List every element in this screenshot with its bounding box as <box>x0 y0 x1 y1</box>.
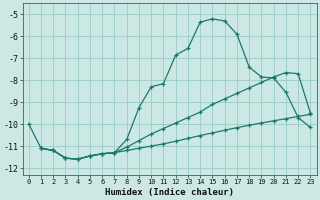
X-axis label: Humidex (Indice chaleur): Humidex (Indice chaleur) <box>105 188 234 197</box>
